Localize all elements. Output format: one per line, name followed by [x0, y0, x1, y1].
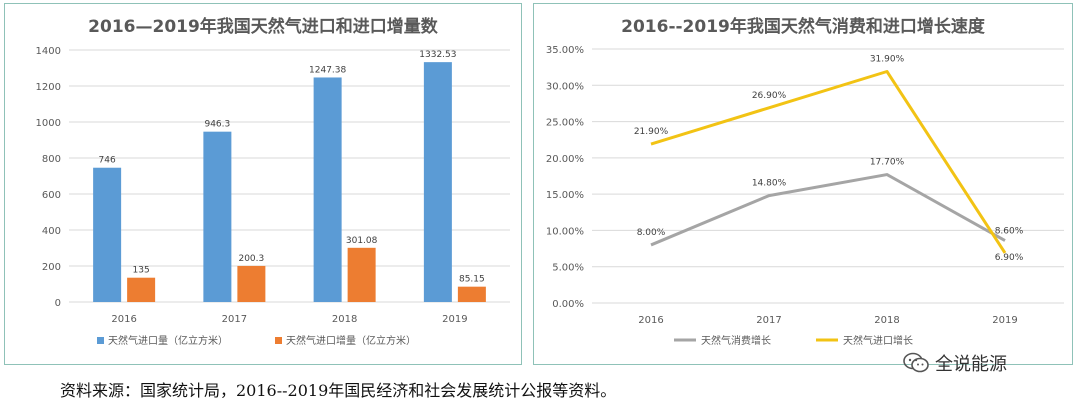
legend-label: 天然气消费增长 [701, 334, 771, 347]
x-tick-label: 2016 [638, 315, 663, 326]
data-label: 301.08 [346, 236, 378, 246]
wechat-icon [903, 352, 929, 373]
x-tick-label: 2017 [222, 314, 247, 325]
series-line [650, 69, 1007, 254]
y-tick-label: 1000 [36, 118, 61, 129]
chart-title: 2016—2019年我国天然气进口和进口增量数 [88, 17, 438, 37]
legend-label: 天然气进口增量（亿立方米） [286, 334, 416, 347]
bar [457, 286, 486, 302]
data-label: 1332.53 [419, 50, 456, 60]
y-tick-label: 30.00% [546, 81, 584, 92]
y-tick-label: 0 [55, 298, 61, 309]
y-tick-label: 20.00% [546, 154, 584, 165]
data-label: 746 [99, 156, 116, 166]
data-label: 8.00% [637, 228, 666, 238]
x-tick-label: 2018 [874, 315, 899, 326]
legend-label: 天然气进口量（亿立方米） [108, 334, 228, 347]
data-label: 200.3 [238, 254, 264, 264]
bar [127, 277, 156, 302]
legend-label: 天然气进口增长 [843, 334, 913, 347]
source-footnote: 资料来源：国家统计局，2016--2019年国民经济和社会发展统计公报等资料。 [60, 381, 617, 400]
data-label: 135 [133, 266, 150, 276]
import-volume-chart-panel: 2016—2019年我国天然气进口和进口增量数 0 200 400 600 800 100… [4, 3, 522, 365]
x-tick-label: 2018 [332, 314, 357, 325]
data-label: 14.80% [752, 179, 787, 189]
y-tick-label: 5.00% [552, 263, 584, 274]
data-label: 1247.38 [309, 65, 346, 75]
y-tick-label: 0.00% [552, 299, 584, 310]
legend-swatch [275, 337, 282, 344]
y-tick-label: 400 [42, 226, 61, 237]
data-label: 946.3 [204, 120, 230, 130]
data-label: 8.60% [995, 227, 1024, 237]
growth-rate-chart-panel: 2016--2019年我国天然气消费和进口增长速度 0.00% 5.00% 10.0… [533, 3, 1073, 365]
bar [203, 131, 232, 302]
y-tick-label: 600 [42, 190, 61, 201]
watermark: 全说能源 [903, 350, 1007, 376]
y-tick-label: 1200 [36, 82, 61, 93]
bar [347, 247, 376, 302]
import-volume-chart: 0 200 400 600 800 1000 1200 1400 2016 746 135 2017 9… [36, 46, 510, 347]
bar [237, 265, 266, 302]
data-label: 31.90% [870, 54, 905, 64]
data-label: 17.70% [870, 158, 905, 168]
legend-swatch [97, 337, 104, 344]
x-tick-label: 2017 [756, 315, 781, 326]
y-tick-label: 1400 [36, 46, 61, 57]
bar [313, 77, 342, 302]
growth-rate-chart: 0.00% 5.00% 10.00% 15.00% 20.00% 25.00% 30.00%… [546, 45, 1064, 347]
chart-title: 2016--2019年我国天然气消费和进口增长速度 [621, 17, 985, 37]
data-label: 6.90% [995, 253, 1024, 263]
y-tick-label: 15.00% [546, 190, 584, 201]
data-label: 26.90% [752, 91, 787, 101]
watermark-text: 全说能源 [935, 354, 1007, 375]
y-tick-label: 25.00% [546, 118, 584, 129]
x-tick-label: 2019 [442, 314, 467, 325]
x-tick-label: 2016 [111, 314, 136, 325]
bar [423, 62, 452, 303]
y-tick-label: 800 [42, 154, 61, 165]
y-tick-label: 35.00% [546, 45, 584, 56]
data-label: 21.90% [634, 127, 669, 137]
x-tick-label: 2019 [992, 315, 1017, 326]
data-label: 85.15 [459, 275, 485, 285]
y-tick-label: 200 [42, 262, 61, 273]
bar [93, 167, 122, 302]
y-tick-label: 10.00% [546, 226, 584, 237]
series-line [650, 173, 1006, 247]
